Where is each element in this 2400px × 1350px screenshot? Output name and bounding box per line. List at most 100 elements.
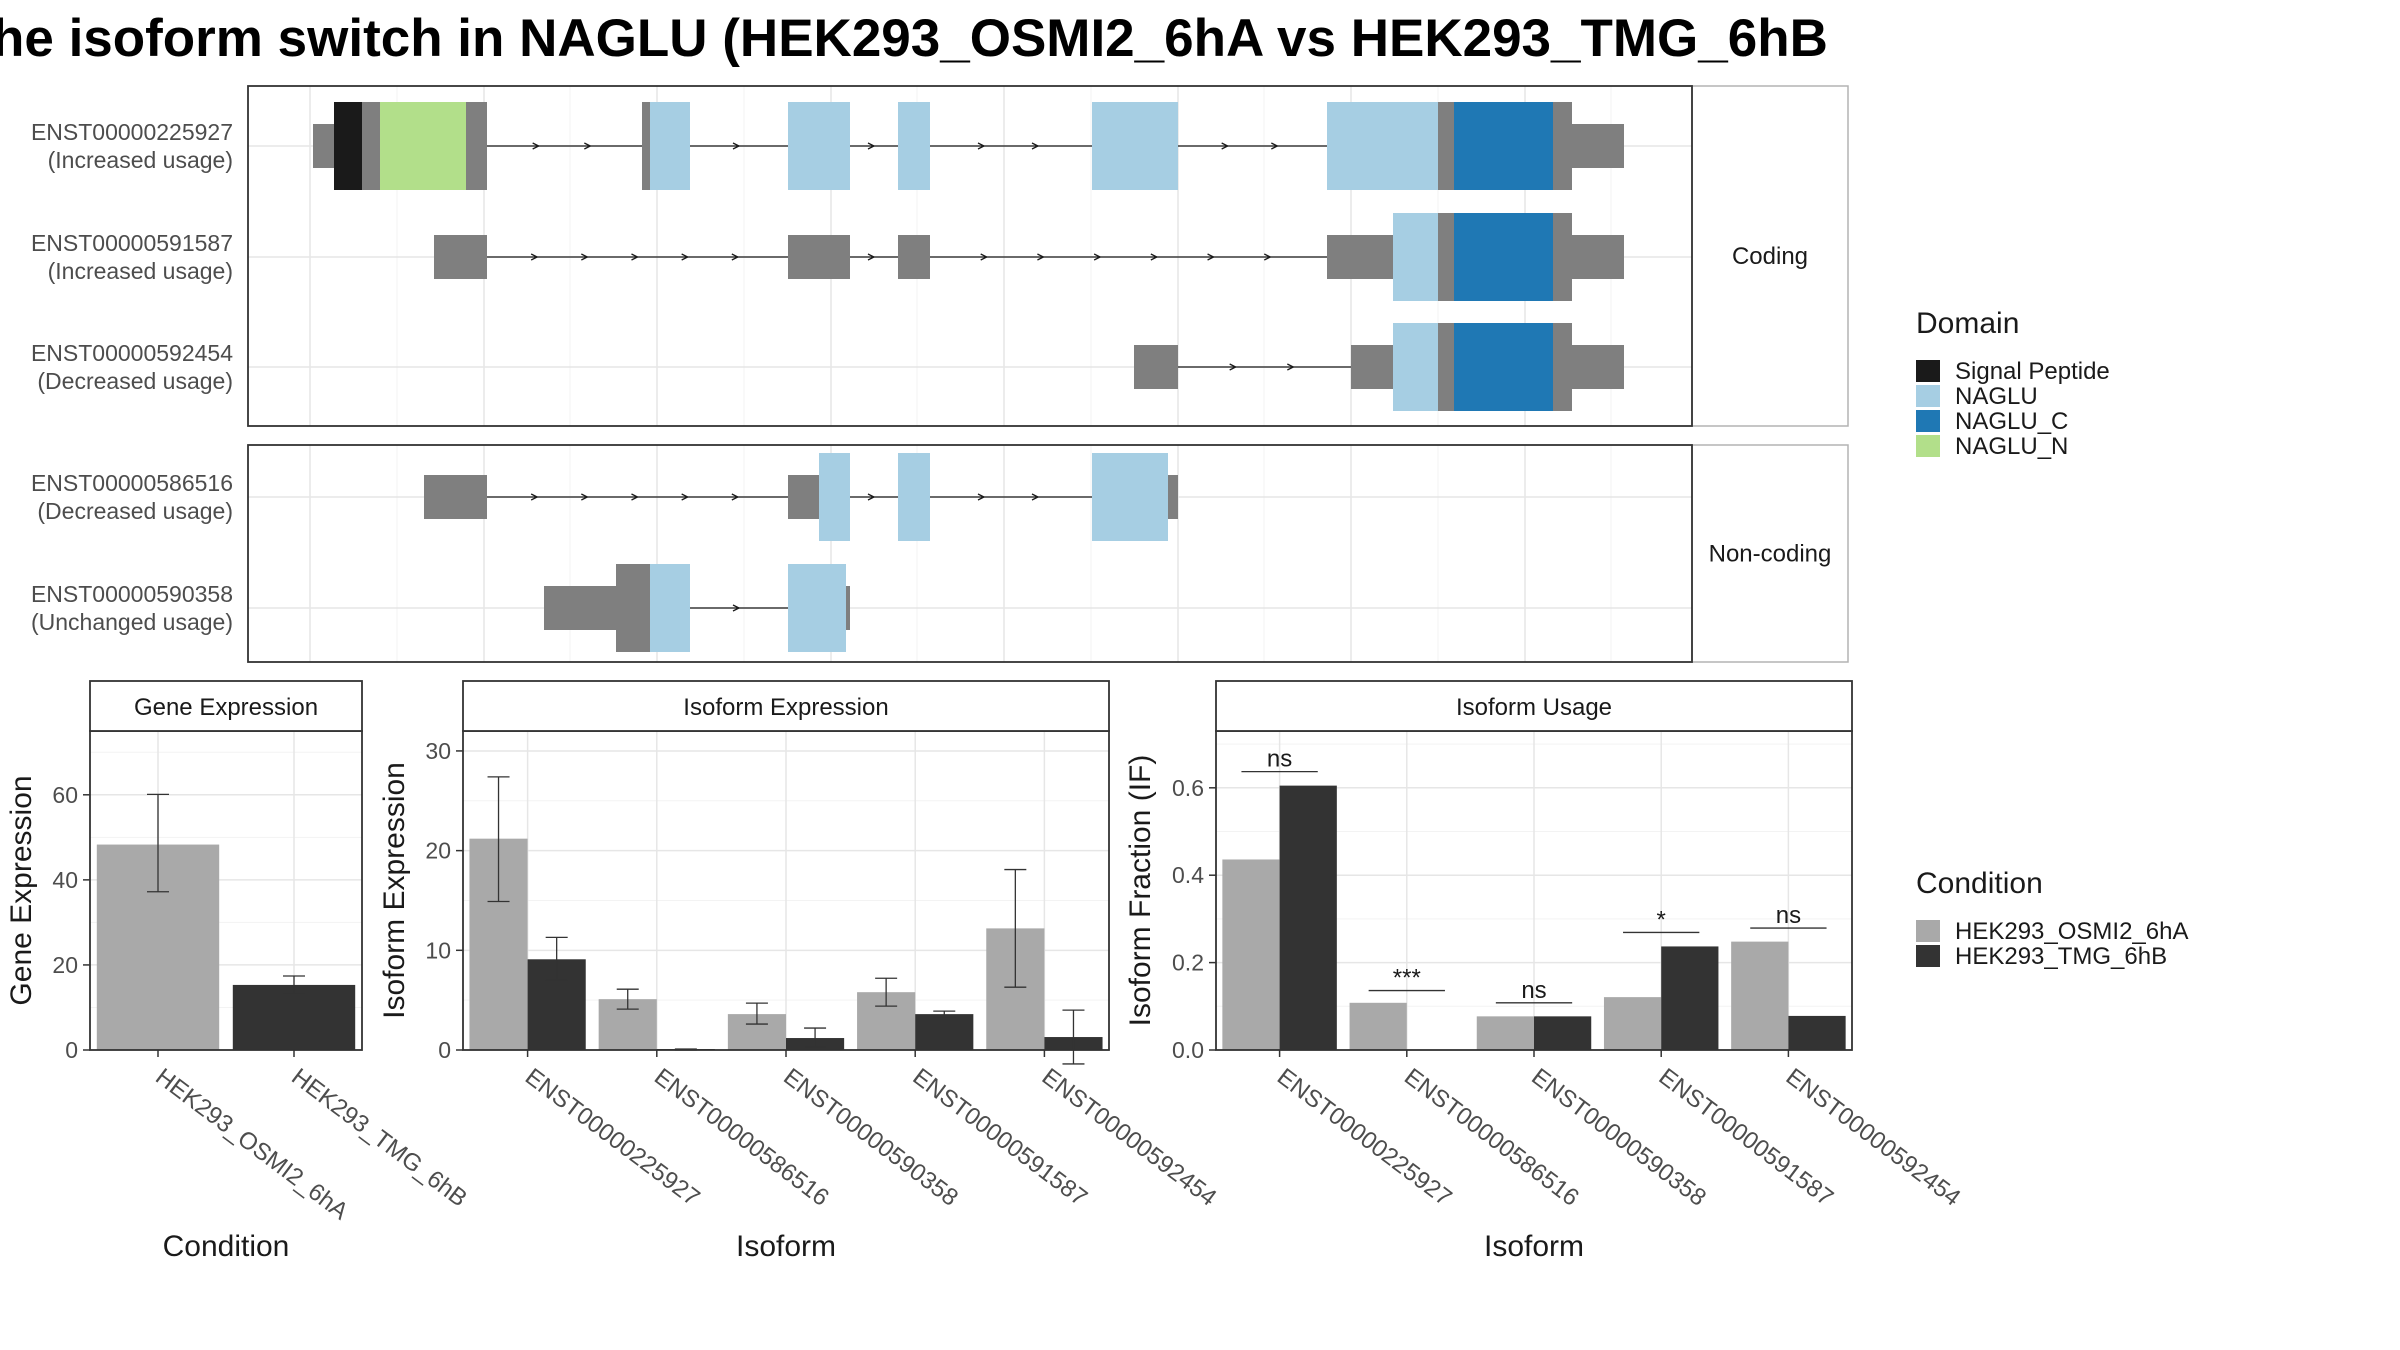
exon-utr <box>313 124 334 168</box>
y-tick-label: 0.0 <box>1172 1037 1204 1063</box>
exon-naglu-c <box>1454 323 1553 411</box>
exon-naglu <box>819 453 850 541</box>
legend-label: NAGLU_C <box>1955 408 2068 435</box>
legend-title: Domain <box>1916 307 2019 340</box>
legend-label: HEK293_TMG_6hB <box>1955 943 2167 970</box>
facet-label: Coding <box>1732 243 1808 270</box>
legend-key <box>1916 435 1940 457</box>
exon-naglu <box>1092 453 1168 541</box>
bar-hek293_tmg_6hb <box>1661 946 1719 1050</box>
bar-hek293_osmi2_6ha <box>1349 1002 1407 1050</box>
exon-utr <box>1438 102 1454 190</box>
intron-arrow <box>867 493 876 501</box>
transcript-row: ENST00000592454(Decreased usage) <box>31 323 1624 411</box>
legend-key <box>1916 410 1940 432</box>
intron-arrow <box>1031 142 1040 150</box>
transcript-id: ENST00000586516 <box>31 470 233 496</box>
y-tick-label: 20 <box>425 838 451 864</box>
exon-utr <box>1553 102 1572 190</box>
intron-arrow <box>731 253 740 261</box>
transcript-row: ENST00000586516(Decreased usage) <box>31 453 1178 541</box>
exon-utr <box>1572 235 1624 279</box>
exon-utr <box>788 235 850 279</box>
exon-utr <box>1438 213 1454 301</box>
intron-arrow <box>532 142 541 150</box>
y-tick-label: 40 <box>52 867 78 893</box>
exon-utr <box>434 235 487 279</box>
facet-strip <box>1691 444 1849 663</box>
transcript-row: ENST00000225927(Increased usage) <box>31 102 1624 190</box>
intron-arrow <box>530 493 539 501</box>
legend-label: HEK293_OSMI2_6hA <box>1955 918 2188 945</box>
transcript-id: ENST00000225927 <box>31 119 233 145</box>
chart-title: Gene Expression <box>134 694 318 721</box>
intron-arrow <box>1037 253 1045 261</box>
facet-strip <box>1215 680 1853 732</box>
chart-title: Isoform Usage <box>1456 694 1612 721</box>
chart-title: Isoform Expression <box>683 694 888 721</box>
intron-arrow <box>681 493 690 501</box>
intron-arrow <box>977 142 986 150</box>
intron-arrow <box>1031 493 1040 501</box>
transcript-usage: (Unchanged usage) <box>31 609 233 635</box>
intron-arrow <box>1150 253 1159 261</box>
exon-naglu <box>650 102 690 190</box>
exon-utr <box>1438 323 1454 411</box>
exon-utr <box>1572 124 1624 168</box>
intron-arrow <box>1207 253 1216 261</box>
exon-utr <box>642 102 650 190</box>
panel-border <box>247 85 1693 427</box>
transcript-row: ENST00000591587(Increased usage) <box>31 213 1624 301</box>
bar-hek293_tmg_6hb <box>1788 1015 1846 1050</box>
panel-background <box>248 445 1692 662</box>
y-tick-label: 0.6 <box>1172 775 1204 801</box>
bar-hek293_tmg_6hb <box>1279 785 1337 1050</box>
exon-naglu <box>1092 102 1178 190</box>
y-tick-label: 60 <box>52 782 78 808</box>
exon-naglu <box>650 564 690 652</box>
x-axis-title: Condition <box>163 1230 290 1263</box>
intron-arrow <box>867 253 876 261</box>
legend-label: Signal Peptide <box>1955 358 2110 385</box>
transcript-id: ENST00000591587 <box>31 230 233 256</box>
facet-non-coding: Non-coding ENST00000586516(Decreased usag… <box>31 444 1849 663</box>
exon-utr <box>898 235 930 279</box>
facet-strip <box>462 680 1110 732</box>
x-axis-title: Isoform <box>1484 1230 1584 1263</box>
exon-naglu <box>788 102 850 190</box>
y-axis-title: Isoform Fraction (IF) <box>1124 755 1157 1027</box>
intron-arrow <box>581 493 589 501</box>
exon-utr <box>846 586 850 630</box>
exon-naglu <box>898 102 930 190</box>
exon-signal-peptide <box>334 102 362 190</box>
intron-arrow <box>1229 363 1238 371</box>
y-tick-label: 10 <box>425 937 451 963</box>
exon-utr <box>1327 235 1393 279</box>
intron-arrow <box>1263 253 1272 261</box>
intron-arrow <box>732 604 741 612</box>
legend-title: Condition <box>1916 867 2043 900</box>
significance-label: *** <box>1393 965 1421 992</box>
intron-arrow <box>631 253 639 261</box>
y-tick-label: 20 <box>52 952 78 978</box>
intron-arrow <box>631 493 639 501</box>
exon-utr <box>1553 323 1572 411</box>
intron-arrow <box>731 493 740 501</box>
intron-arrow <box>681 253 690 261</box>
exon-utr <box>424 475 487 519</box>
intron-arrow <box>732 142 741 150</box>
exon-utr <box>1351 345 1393 389</box>
bar-hek293_osmi2_6ha <box>1603 997 1662 1050</box>
exon-utr <box>1134 345 1178 389</box>
intron-arrow <box>1271 142 1279 150</box>
exon-naglu-n <box>380 102 466 190</box>
panel-border <box>247 444 1693 663</box>
transcript-id: ENST00000592454 <box>31 340 233 366</box>
facet-strip <box>1691 85 1849 427</box>
legend-label: NAGLU_N <box>1955 433 2068 460</box>
isoform-expression-chart: ENST00000225927ENST00000586516ENST000005… <box>378 680 1221 1263</box>
transcript-usage: (Increased usage) <box>48 147 233 173</box>
